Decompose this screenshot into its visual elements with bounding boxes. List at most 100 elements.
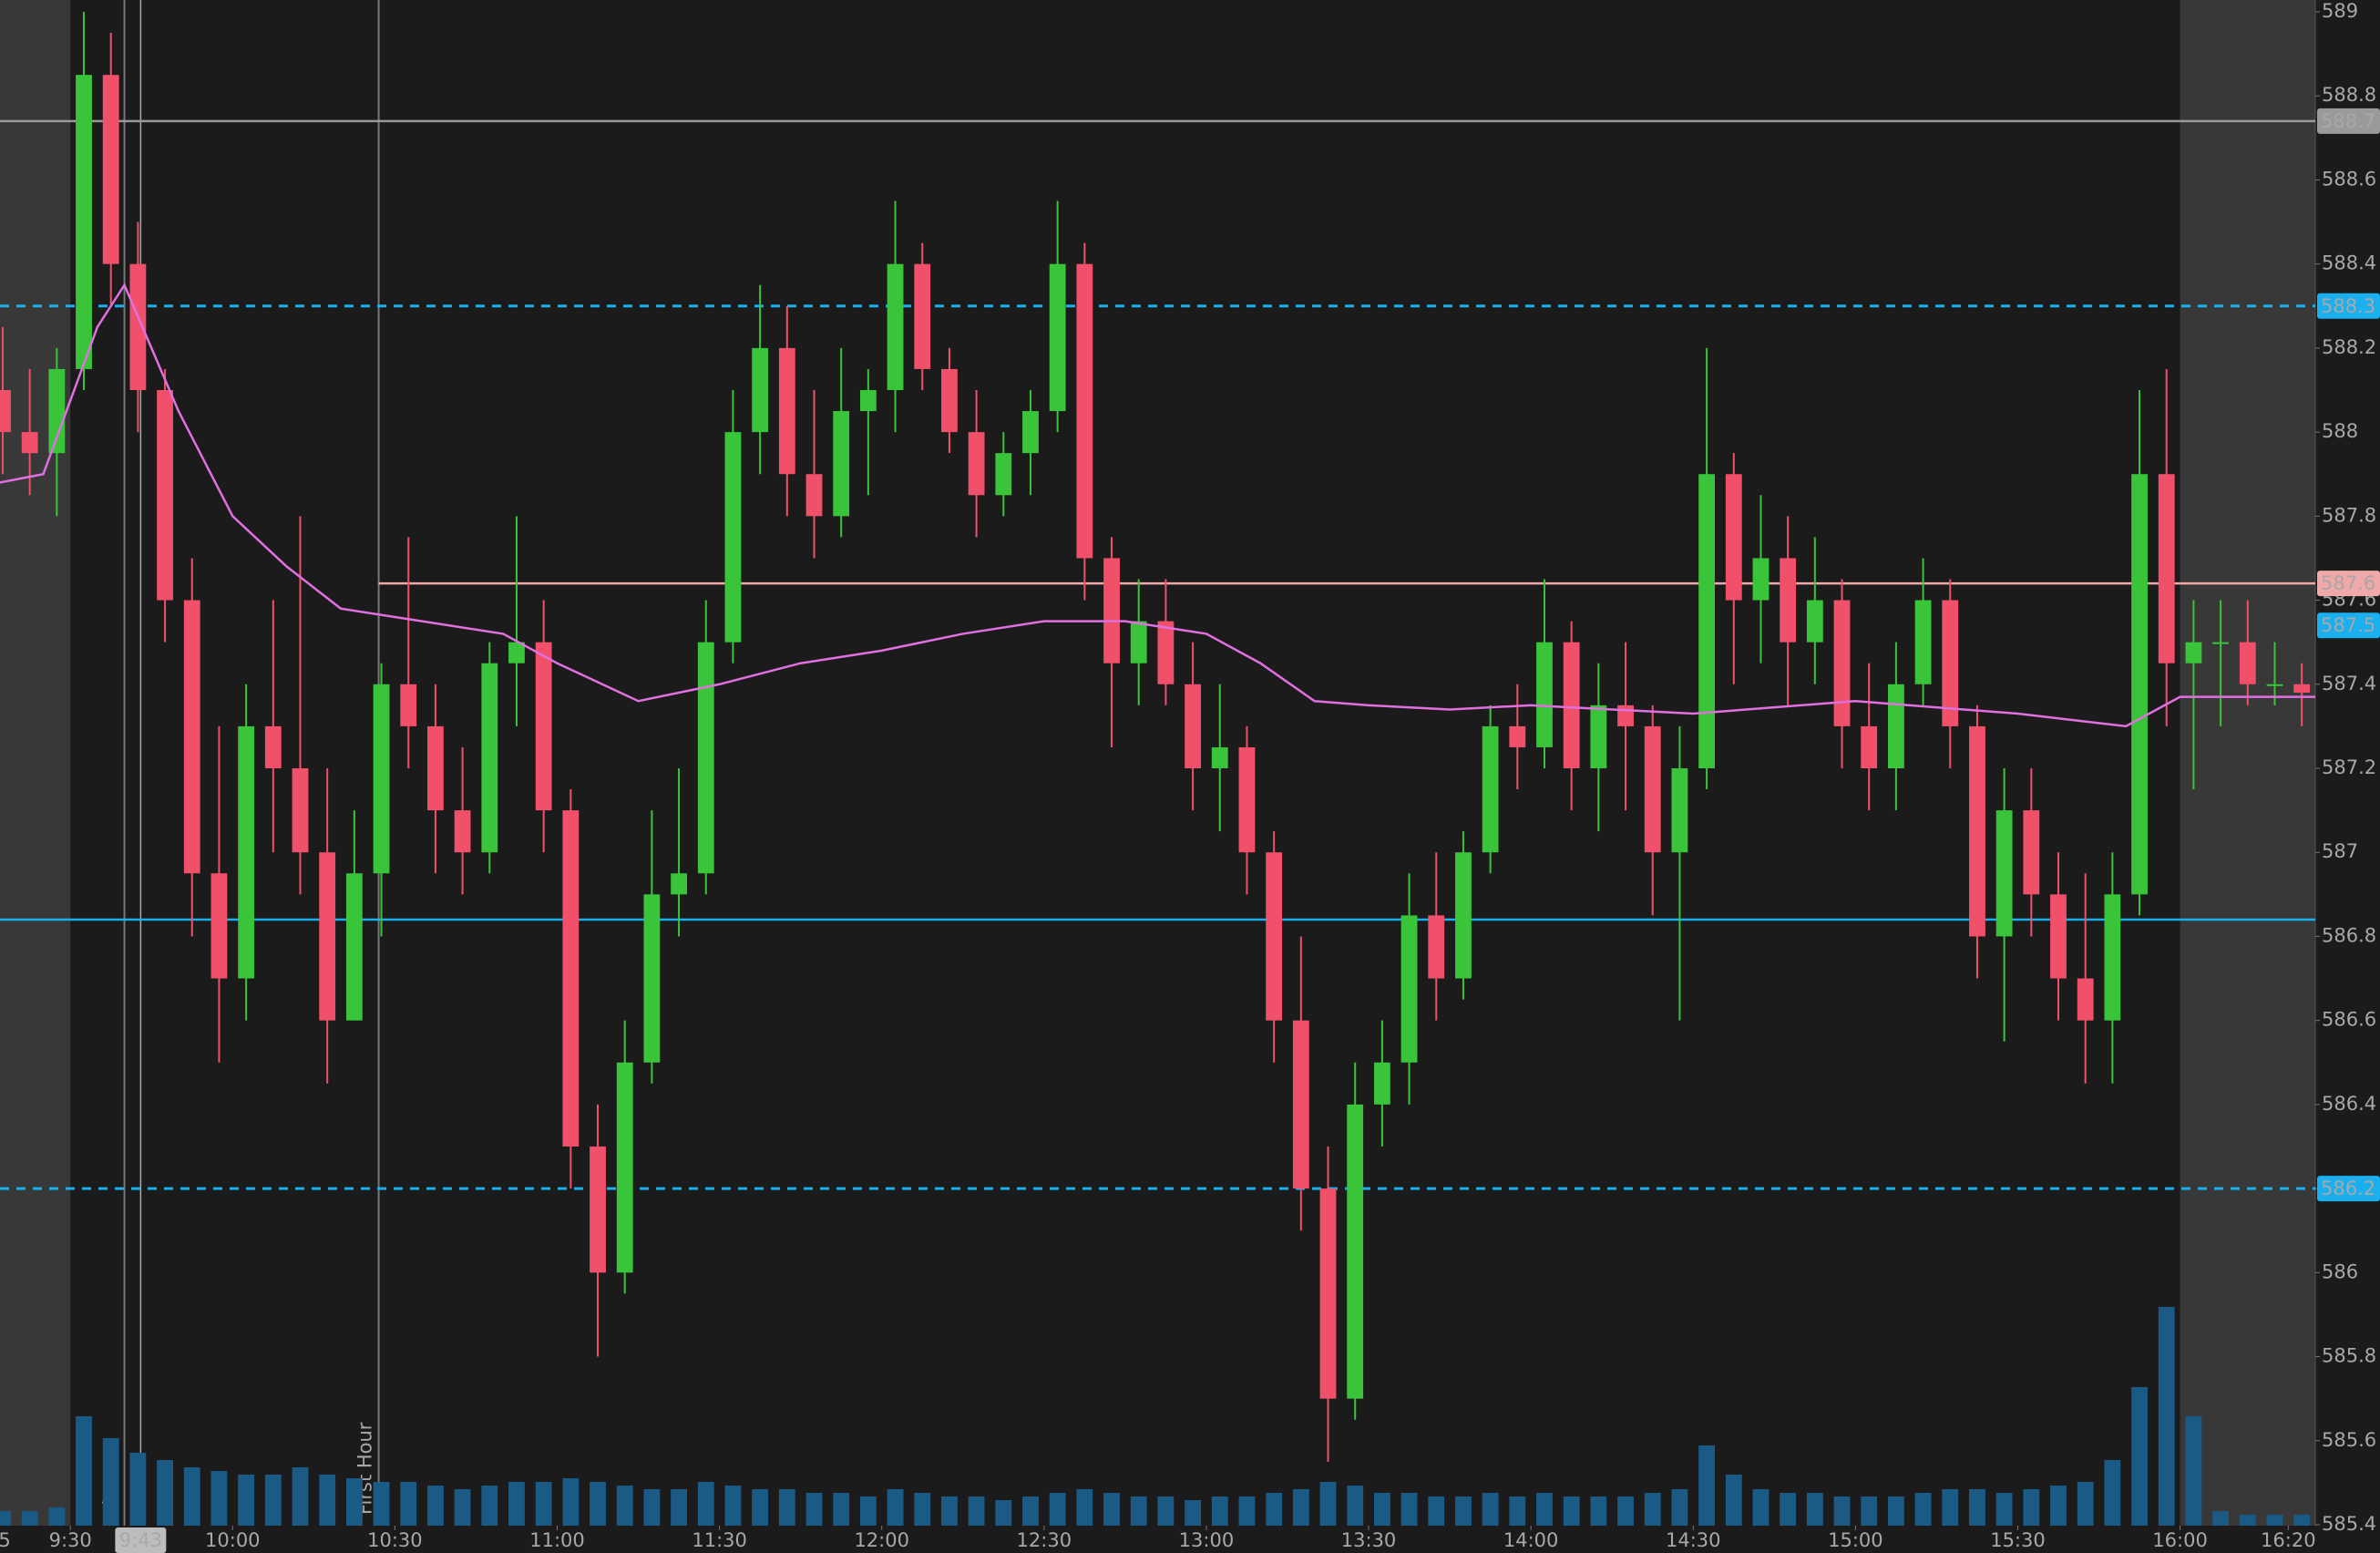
volume-bar: [697, 1482, 714, 1526]
candle-body: [1400, 915, 1418, 1063]
volume-bar: [0, 1511, 11, 1526]
candle-body: [887, 263, 904, 390]
candle-body: [914, 263, 931, 369]
volume-bar: [76, 1416, 92, 1526]
candle-body: [1292, 1020, 1309, 1189]
candle-body: [1022, 411, 1039, 454]
y-tick-label: 587.4: [2322, 673, 2376, 694]
candle-body: [2077, 978, 2094, 1021]
volume-bar: [1644, 1493, 1661, 1526]
candle-body: [968, 432, 985, 496]
x-tick-label: 12:30: [1017, 1529, 1072, 1551]
x-tick-label: 14:00: [1503, 1529, 1559, 1551]
candle-body: [1076, 263, 1093, 559]
volume-bar: [129, 1453, 147, 1526]
volume-bar: [1347, 1486, 1364, 1526]
volume-bar: [724, 1486, 742, 1526]
y-tick-label: 588.4: [2322, 252, 2376, 274]
volume-bar: [2158, 1307, 2175, 1526]
price-label-box: [2317, 108, 2380, 134]
volume-bar: [481, 1486, 498, 1526]
y-tick-label: 588.8: [2322, 84, 2376, 106]
volume-bar: [2239, 1515, 2256, 1526]
volume-bar: [1103, 1493, 1120, 1526]
candle-body: [1752, 558, 1770, 601]
y-tick-label: 585.4: [2322, 1513, 2376, 1535]
volume-bar: [1076, 1489, 1093, 1526]
time-axis-bg: [0, 1526, 2315, 1553]
candle-body: [1833, 600, 1851, 726]
volume-bar: [1914, 1493, 1932, 1526]
price-label-box: [2317, 293, 2380, 319]
extended-hours: [2180, 0, 2315, 1526]
volume-bar: [1400, 1493, 1418, 1526]
candle-body: [2212, 642, 2230, 644]
candle-body: [2131, 474, 2148, 895]
volume-bar: [319, 1475, 336, 1526]
volume-bar: [1942, 1489, 1959, 1526]
volume-bar: [2185, 1416, 2202, 1526]
volume-bar: [1455, 1496, 1472, 1526]
y-tick-label: 585.8: [2322, 1345, 2376, 1367]
volume-bar: [1617, 1496, 1634, 1526]
candle-body: [1942, 600, 1959, 726]
candle-body: [1347, 1104, 1364, 1399]
candle-body: [1455, 852, 1472, 979]
volume-bar: [454, 1489, 471, 1526]
volume-bar: [2077, 1482, 2094, 1526]
candle-body: [1995, 810, 2013, 937]
candle-body: [590, 1147, 606, 1273]
candle-body: [643, 894, 661, 1063]
volume-bar: [752, 1489, 769, 1526]
candle-body: [941, 368, 958, 433]
y-tick-label: 585.6: [2322, 1429, 2376, 1451]
candle-body: [535, 642, 552, 811]
candle-body: [833, 411, 850, 517]
volume-bar: [2104, 1460, 2121, 1526]
volume-bar: [1049, 1493, 1066, 1526]
x-tick-label: 11:00: [529, 1529, 585, 1551]
candle-body: [1319, 1188, 1337, 1399]
volume-bar: [2023, 1489, 2040, 1526]
volume-bar: [183, 1467, 200, 1526]
candle-body: [102, 75, 119, 264]
candle-body: [1266, 852, 1283, 1021]
volume-bar: [805, 1493, 823, 1526]
volume-bar: [2050, 1486, 2067, 1526]
candle-body: [778, 347, 795, 475]
candle-body: [2239, 642, 2256, 684]
candle-body: [238, 725, 255, 979]
volume-bar: [643, 1489, 661, 1526]
candle-body: [859, 390, 877, 412]
price-label: 587.6: [2321, 572, 2375, 594]
volume-bar: [1590, 1496, 1607, 1526]
candle-body: [671, 873, 687, 895]
volume-bar: [859, 1496, 877, 1526]
candle-body: [454, 810, 471, 853]
candle-body: [1671, 768, 1688, 853]
volume-bar: [1238, 1496, 1256, 1526]
candle-body: [2158, 474, 2175, 663]
candle-body: [508, 642, 525, 663]
volume-bar: [1671, 1489, 1688, 1526]
candle-body: [373, 684, 390, 874]
y-tick-label: 587: [2322, 840, 2358, 862]
candle-body: [1861, 725, 1878, 768]
candle-body: [2293, 684, 2311, 693]
candle-body: [1211, 746, 1228, 768]
volume-bar: [2212, 1511, 2230, 1526]
x-tick-label: 11:30: [692, 1529, 747, 1551]
y-tick-label: 588.2: [2322, 336, 2376, 358]
candle-body: [562, 810, 580, 1147]
volume-bar: [1373, 1493, 1390, 1526]
volume-bar: [48, 1507, 66, 1526]
volume-bar: [1428, 1496, 1445, 1526]
candle-body: [1185, 684, 1201, 768]
candle-body: [129, 263, 147, 390]
candle-body: [1887, 684, 1904, 768]
volume-bar: [535, 1482, 552, 1526]
volume-bar: [102, 1438, 119, 1526]
volume-bar: [1319, 1482, 1337, 1526]
